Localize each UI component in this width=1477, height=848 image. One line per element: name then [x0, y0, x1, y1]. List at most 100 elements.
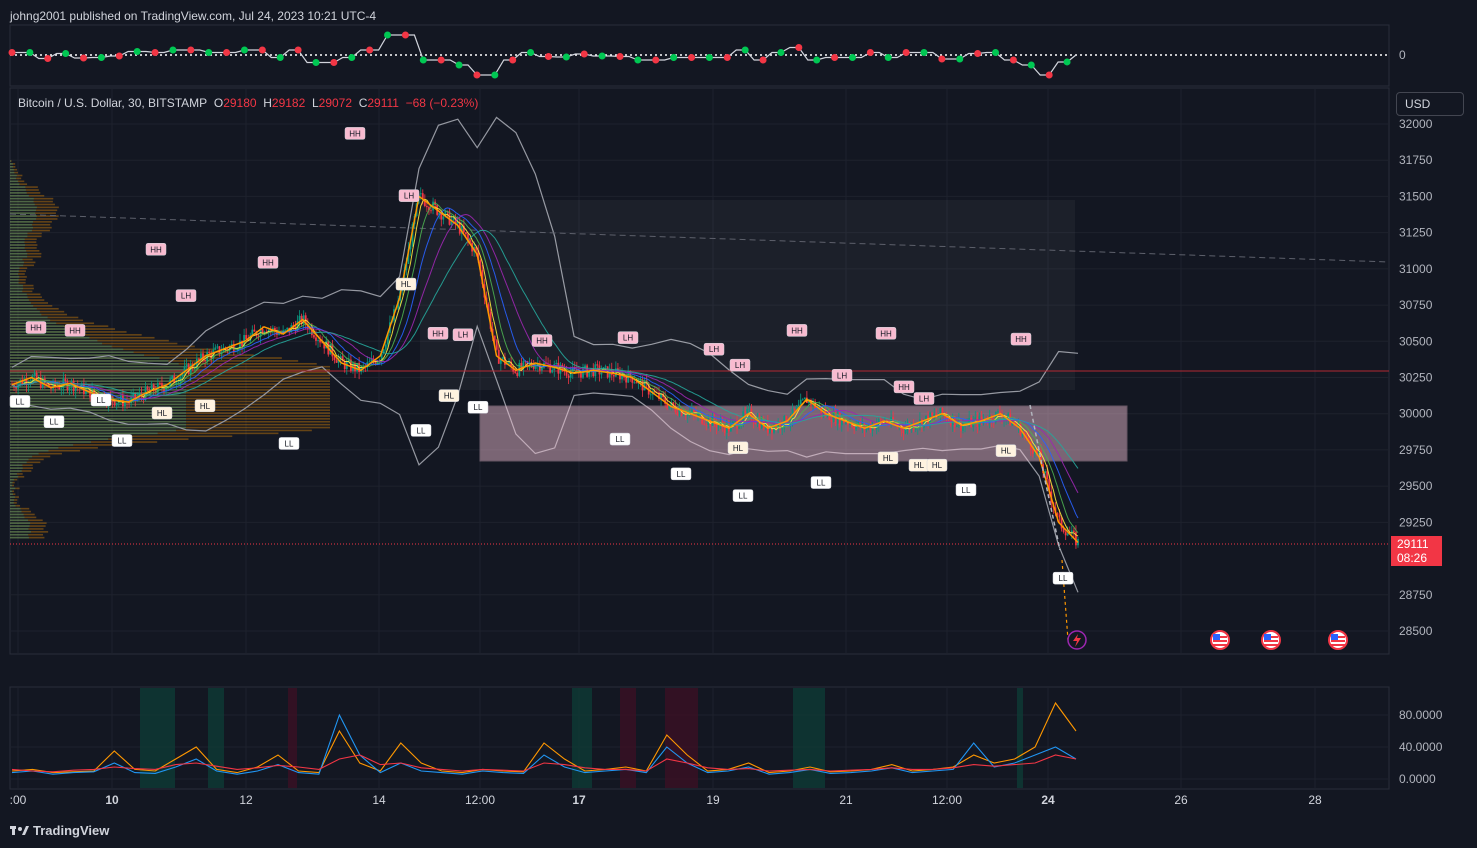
candle-body: [444, 211, 447, 217]
us-flag-icon[interactable]: [1328, 630, 1348, 650]
volume-profile-bar: [10, 261, 24, 264]
volume-profile-bar: [10, 229, 50, 232]
volume-profile-bar: [10, 334, 83, 336]
oscillator-dot: [473, 71, 481, 79]
candle-body: [717, 424, 720, 428]
candle-body: [405, 264, 408, 271]
candle-body: [214, 347, 217, 350]
candle-body: [643, 380, 646, 391]
lightning-icon[interactable]: [1067, 630, 1087, 650]
volume-profile-bar: [10, 487, 20, 490]
candle-body: [725, 423, 728, 433]
moving-average-line: [11, 229, 1079, 469]
candle-body: [1031, 449, 1034, 454]
candle-body: [341, 356, 344, 362]
oscillator-dot: [509, 56, 517, 64]
volume-profile-bar: [10, 383, 186, 385]
swing-label-text: HL: [883, 454, 894, 463]
candle-body: [226, 348, 229, 351]
dmi-background-bars: [140, 688, 1023, 788]
candle-body: [777, 422, 780, 429]
candle-body: [639, 379, 642, 381]
candle-body: [313, 335, 315, 338]
volume-profile-bar: [10, 371, 186, 374]
price-tick-label: 30500: [1399, 334, 1433, 348]
candle-body: [469, 239, 471, 243]
candle-body: [779, 422, 782, 429]
oscillator-zero-label: 0: [1399, 48, 1406, 62]
candle-body: [514, 371, 517, 373]
candle-body: [425, 206, 428, 208]
swing-label: LL: [9, 395, 31, 408]
volume-profile-bar: [10, 493, 16, 495]
volume-profile-bar: [10, 476, 18, 478]
candle-body: [516, 372, 519, 376]
bollinger-fill: [420, 200, 1075, 390]
volume-profile-bar: [10, 229, 32, 232]
currency-button[interactable]: USD: [1396, 92, 1464, 116]
price-axis[interactable]: 32000 31750 31500 31250 31000 30750 30500 30250…: [1399, 117, 1433, 638]
volume-profile-bar: [10, 299, 29, 301]
candle-body: [183, 366, 186, 374]
candle-body: [849, 423, 851, 425]
candle-body: [319, 340, 321, 343]
swing-label: LH: [831, 369, 853, 382]
volume-profile-bar: [10, 278, 26, 281]
swing-label: LL: [43, 415, 65, 428]
candle-body: [925, 415, 927, 420]
close-label: C: [358, 96, 368, 110]
candle-body: [551, 369, 554, 373]
volume-profile-bar: [10, 258, 33, 261]
us-flag-icon[interactable]: [1261, 630, 1281, 650]
volume-profile-bar: [10, 426, 330, 429]
candle-body: [575, 369, 578, 373]
volume-profile-bar: [10, 232, 28, 235]
high-value: 29182: [271, 96, 306, 110]
price-tick-label: 31500: [1399, 189, 1433, 203]
oscillator-dot: [759, 56, 767, 64]
candle-body: [230, 343, 233, 346]
candle-body: [68, 387, 71, 391]
dmi-background-bar: [572, 688, 592, 788]
candle-body: [15, 387, 18, 389]
candle-body: [612, 374, 615, 377]
candle-body: [376, 361, 379, 364]
volume-profile-bar: [10, 374, 186, 377]
volume-profile-bar: [10, 319, 51, 322]
price-tick-label: 28500: [1399, 624, 1433, 638]
volume-profile-bar: [10, 310, 65, 313]
volume-profile-bar: [10, 397, 330, 400]
volume-profile-bar: [10, 522, 31, 524]
volume-profile-bar: [10, 252, 28, 255]
volume-profile-bar: [10, 203, 55, 206]
swing-label-text: HL: [733, 444, 744, 453]
volume-profile-bar: [10, 261, 36, 264]
volume-profile-bar: [10, 507, 21, 510]
volume-profile-bar: [10, 336, 90, 339]
swing-label-text: HL: [1001, 447, 1012, 456]
candle-body: [329, 344, 332, 355]
last-price-value: 29111: [1397, 537, 1429, 551]
volume-profile-bar: [10, 406, 186, 409]
candle-body: [386, 332, 389, 345]
candle-body: [939, 407, 942, 416]
swing-label-text: LH: [919, 394, 929, 403]
candle-body: [666, 403, 669, 409]
volume-profile-bar: [10, 177, 17, 180]
volume-profile-bar: [10, 481, 13, 484]
candle-body: [678, 409, 681, 416]
candle-body: [945, 415, 948, 420]
oscillator-dot: [848, 54, 856, 61]
candle-body: [803, 397, 806, 400]
dmi-axis[interactable]: 80.0000 40.0000 0.0000: [1399, 708, 1443, 786]
volume-profile-bar: [10, 499, 18, 501]
volume-profile-bar: [10, 533, 44, 536]
oscillator-dot: [1063, 58, 1071, 66]
volume-profile-bar: [10, 313, 42, 316]
us-flag-icon[interactable]: [1210, 630, 1230, 650]
time-axis[interactable]: :00 10 12 14 12:00 17 19 21 12:00 24 26 28: [10, 793, 1322, 807]
volume-profile-bar: [10, 197, 54, 200]
volume-profile-bar: [10, 473, 17, 475]
volume-profile-bar: [10, 374, 330, 377]
